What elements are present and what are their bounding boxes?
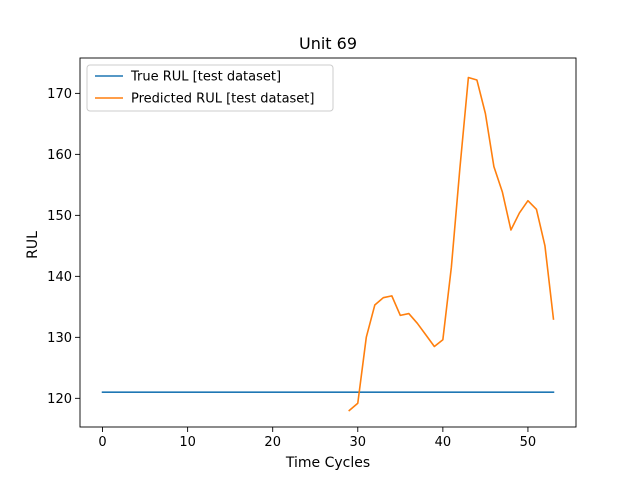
data-point: [365, 337, 367, 339]
data-point: [374, 304, 376, 306]
y-tick-label: 150: [47, 209, 72, 224]
plot-area: [101, 76, 555, 412]
data-point: [476, 79, 478, 81]
data-point: [451, 266, 453, 268]
data-point: [434, 346, 436, 348]
x-tick-label: 20: [264, 435, 281, 450]
data-point: [553, 318, 555, 320]
y-axis: 120 130 140 150 160 170: [47, 87, 80, 407]
data-point: [357, 402, 359, 404]
x-tick-label: 50: [520, 435, 537, 450]
data-point: [459, 168, 461, 170]
data-point: [536, 208, 538, 210]
x-tick-label: 40: [435, 435, 452, 450]
data-point: [408, 313, 410, 315]
legend-box: [86, 64, 334, 112]
data-point: [468, 77, 470, 79]
data-point: [383, 297, 385, 299]
data-point: [102, 391, 104, 393]
y-axis-label: RUL: [25, 231, 41, 259]
data-point: [544, 245, 546, 247]
data-point: [493, 166, 495, 168]
legend: True RUL [test dataset] Predicted RUL [te…: [86, 64, 334, 112]
data-point: [400, 315, 402, 317]
data-point: [442, 339, 444, 341]
data-point: [417, 323, 419, 325]
x-tick-label: 0: [98, 435, 106, 450]
data-point: [485, 113, 487, 115]
y-tick-label: 170: [47, 87, 72, 102]
data-point: [510, 229, 512, 231]
x-tick-label: 10: [179, 435, 196, 450]
chart-title: Unit 69: [299, 34, 357, 53]
y-tick-label: 130: [47, 331, 72, 346]
y-tick-label: 120: [47, 392, 72, 407]
x-axis: 0 10 20 30 40 50: [98, 427, 536, 450]
data-point: [348, 410, 350, 412]
data-point: [391, 295, 393, 297]
data-point: [425, 334, 427, 336]
y-tick-label: 140: [47, 270, 72, 285]
data-point: [553, 391, 555, 393]
series-line-predicted-rul: [348, 76, 555, 412]
data-point: [519, 212, 521, 214]
y-tick-label: 160: [47, 148, 72, 163]
legend-label: Predicted RUL [test dataset]: [131, 92, 314, 107]
x-tick-label: 30: [350, 435, 367, 450]
x-axis-label: Time Cycles: [285, 455, 370, 471]
legend-label: True RUL [test dataset]: [130, 70, 281, 85]
data-point: [502, 191, 504, 193]
data-point: [527, 200, 529, 202]
plot-frame: [79, 57, 577, 428]
